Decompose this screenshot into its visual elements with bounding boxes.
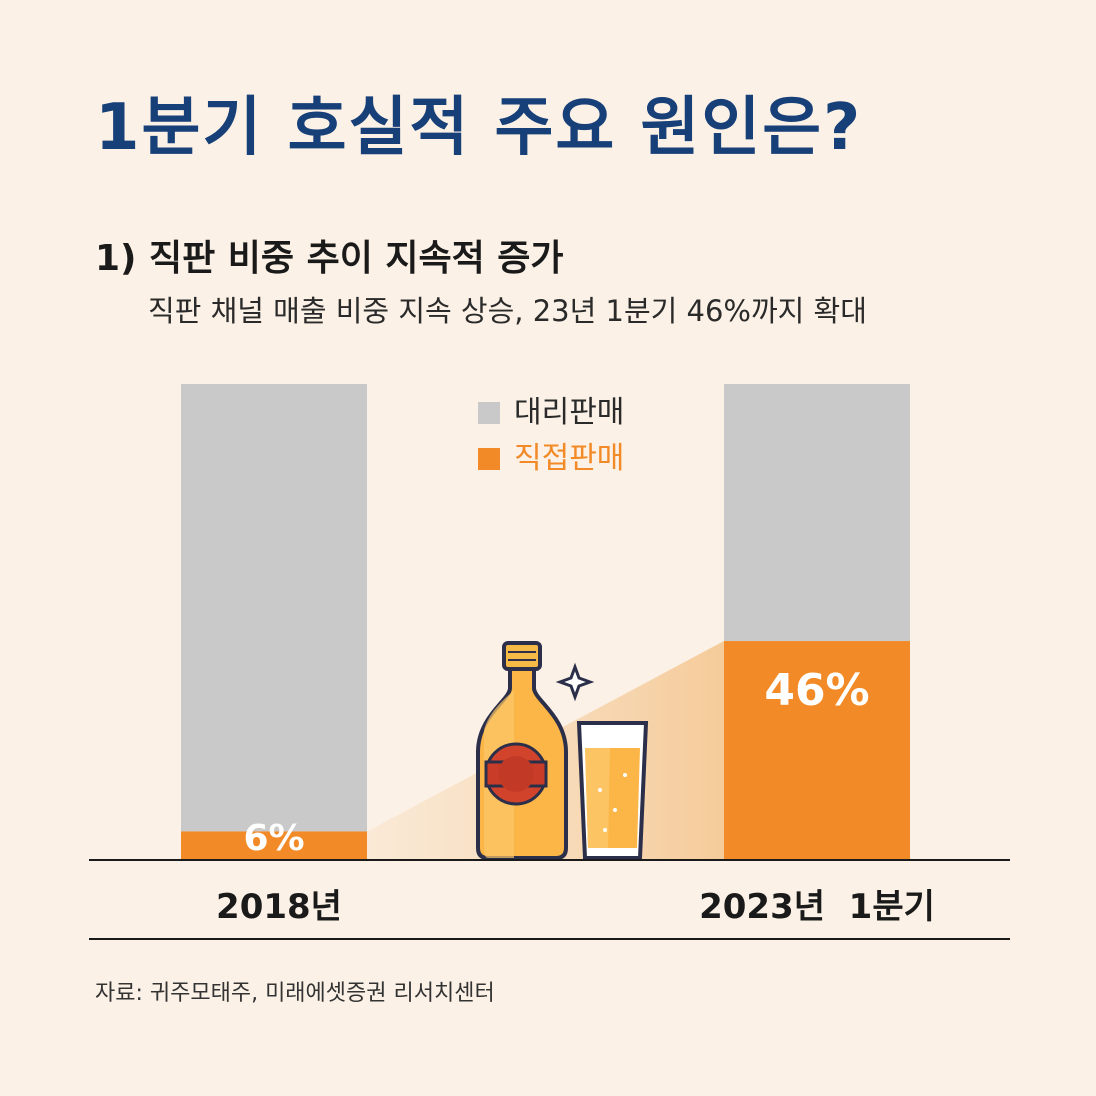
legend-item-direct: 직접판매	[478, 436, 624, 482]
legend-item-agency: 대리판매	[478, 390, 624, 436]
section-subtitle: 1) 직판 비중 추이 지속적 증가	[95, 238, 564, 279]
bar-direct-0	[181, 831, 367, 860]
data-label-1: 46%	[764, 665, 869, 716]
section-description: 직판 채널 매출 비중 지속 상승, 23년 1분기 46%까지 확대	[148, 294, 867, 328]
sparkle-icon	[555, 662, 595, 702]
bottle-illustration	[476, 641, 568, 860]
bar-agency-0	[181, 384, 367, 832]
legend-label-agency: 대리판매	[514, 395, 625, 430]
legend-swatch-agency	[478, 402, 500, 424]
chart-legend: 대리판매 직접판매	[478, 390, 624, 482]
legend-label-direct: 직접판매	[514, 441, 625, 476]
bar-direct-1	[724, 641, 910, 860]
legend-swatch-direct	[478, 448, 500, 470]
category-label-2023q1: 2023년 1분기	[699, 887, 935, 927]
glass-illustration	[576, 721, 649, 860]
category-label-2018: 2018년	[216, 887, 342, 927]
data-label-0: 6%	[243, 818, 304, 859]
page-title: 1분기 호실적 주요 원인은?	[95, 91, 863, 165]
bar-agency-1	[724, 384, 910, 642]
source-note: 자료: 귀주모태주, 미래에셋증권 리서치센터	[95, 981, 495, 1006]
